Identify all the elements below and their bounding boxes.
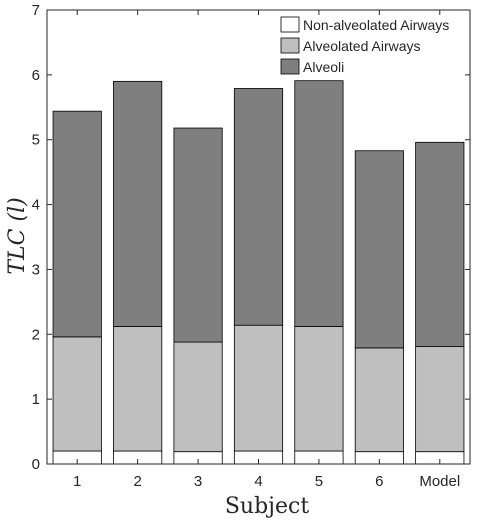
legend-label: Alveolated Airways (303, 38, 421, 54)
x-tick-label: 6 (375, 473, 383, 490)
bar-3-series-2 (173, 341, 223, 453)
y-tick-label: 6 (32, 67, 40, 84)
y-tick-label: 3 (32, 261, 40, 278)
legend: Non-alveolated Airways Alveolated Airways… (280, 16, 449, 75)
bar-5-series-2 (294, 326, 344, 452)
legend-swatch (280, 37, 300, 54)
y-tick-label: 5 (32, 132, 40, 149)
x-axis-label: Subject (225, 494, 309, 519)
bar-3-series-3 (173, 127, 223, 343)
x-tick-label: 3 (194, 473, 202, 490)
bar-4-series-3 (233, 88, 284, 326)
x-tick-label: 2 (133, 473, 141, 490)
bar-5-series-3 (294, 80, 344, 327)
bar-1-series-2 (52, 336, 102, 452)
y-tick-label: 0 (32, 456, 40, 473)
legend-label: Non-alveolated Airways (303, 17, 449, 33)
legend-label: Alveoli (303, 59, 344, 75)
x-tick-label: Model (419, 473, 460, 490)
x-tick-label: 4 (254, 473, 262, 490)
axes-layer: 0 1 2 3 4 5 6 7 1 2 3 4 5 6 Model (32, 2, 471, 490)
y-axis-label: TLC (l) (5, 197, 30, 274)
bar-1-series-3 (52, 110, 102, 338)
y-tick-label: 7 (32, 2, 40, 19)
bar-6-series-2 (354, 347, 404, 453)
x-tick-label: 5 (315, 473, 323, 490)
bar-model-series-3 (415, 141, 465, 348)
y-tick-label: 2 (32, 326, 40, 343)
y-tick-label: 4 (32, 197, 40, 214)
bars-layer (52, 80, 465, 465)
legend-swatch (280, 58, 300, 75)
bar-4-series-2 (233, 324, 284, 452)
bar-model-series-2 (415, 346, 465, 453)
legend-swatch (280, 16, 300, 33)
bar-6-series-3 (354, 150, 404, 349)
bar-2-series-3 (113, 80, 163, 327)
x-tick-label: 1 (73, 473, 81, 490)
bar-2-series-2 (113, 326, 163, 452)
y-tick-label: 1 (32, 391, 40, 408)
